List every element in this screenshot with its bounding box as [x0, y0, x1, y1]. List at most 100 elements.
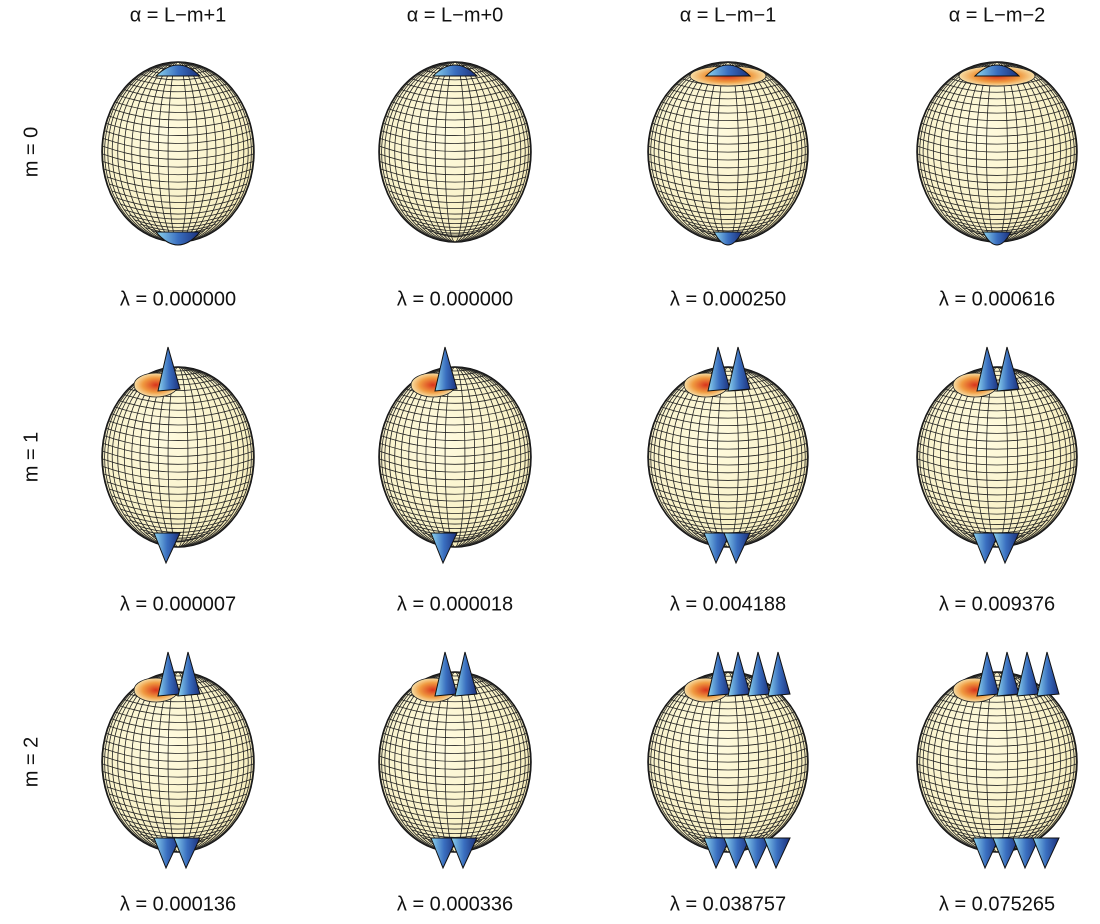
longitude-line	[444, 367, 466, 547]
lobe	[727, 346, 751, 392]
latitude-line	[380, 161, 530, 176]
sphere	[378, 651, 532, 870]
latitude-line	[406, 519, 504, 529]
longitude-line	[381, 62, 529, 242]
latitude-line	[104, 427, 252, 441]
latitude-line	[655, 793, 801, 808]
longitude-line	[671, 62, 785, 242]
column-header: α = L−m+1	[130, 4, 227, 26]
longitude-line	[434, 62, 476, 242]
lobe	[1016, 651, 1040, 697]
latitude-line	[383, 419, 527, 434]
latitude-line	[990, 361, 1004, 362]
longitude-line	[687, 672, 769, 852]
latitude-line	[921, 419, 1073, 434]
longitude-line	[986, 367, 1008, 547]
latitude-line	[389, 100, 521, 113]
latitude-line	[940, 81, 1054, 93]
latitude-line	[401, 209, 509, 220]
latitude-line	[924, 412, 1070, 426]
latitude-line	[676, 824, 780, 835]
latitude-line	[103, 434, 253, 449]
latitude-line	[650, 122, 806, 137]
longitude-line	[986, 62, 1008, 242]
longitude-line	[919, 672, 1075, 852]
longitude-line	[425, 367, 485, 547]
latitude-line	[389, 405, 521, 418]
longitude-line	[384, 672, 526, 852]
eigenvalue-label: λ = 0.000336	[397, 893, 513, 915]
latitude-line	[918, 771, 1076, 786]
latitude-line	[401, 81, 509, 93]
latitude-line	[666, 508, 790, 520]
longitude-line	[104, 367, 252, 547]
lobe	[707, 346, 731, 392]
latitude-line	[935, 813, 1059, 825]
sphere	[101, 651, 255, 870]
latitude-line	[103, 739, 253, 754]
lobe	[743, 837, 771, 870]
longitude-line	[940, 62, 1054, 242]
latitude-line	[662, 197, 794, 210]
latitude-line	[442, 57, 468, 59]
lobe	[157, 346, 181, 392]
latitude-line	[945, 214, 1049, 225]
latitude-line	[115, 807, 241, 819]
longitude-line	[678, 672, 778, 852]
longitude-line	[408, 672, 502, 852]
longitude-line	[927, 367, 1067, 547]
latitude-line	[919, 732, 1075, 747]
latitude-line	[396, 203, 514, 215]
longitude-line	[947, 367, 1047, 547]
latitude-line	[671, 819, 785, 830]
longitude-line	[664, 672, 792, 852]
latitude-line	[917, 442, 1077, 458]
lobe	[763, 837, 791, 870]
latitude-line	[648, 145, 808, 161]
latitude-line	[658, 495, 798, 509]
latitude-line	[380, 739, 530, 754]
latitude-line	[707, 62, 749, 64]
lobe	[976, 346, 1000, 392]
latitude-line	[383, 786, 527, 800]
longitude-line	[917, 367, 1077, 547]
latitude-line	[106, 786, 250, 800]
latitude-line	[649, 466, 807, 481]
eigenvalue-label: λ = 0.038757	[670, 893, 786, 915]
sphere-body	[378, 671, 532, 853]
column-header: α = L−m−1	[680, 4, 777, 26]
latitude-line	[102, 137, 254, 152]
longitude-line	[650, 367, 806, 547]
lobe	[703, 532, 731, 565]
longitude-line	[658, 62, 798, 242]
latitude-line	[658, 190, 798, 204]
latitude-line	[102, 458, 254, 473]
latitude-line	[945, 824, 1049, 835]
latitude-line	[134, 219, 222, 228]
longitude-line	[940, 367, 1054, 547]
latitude-line	[917, 458, 1077, 474]
latitude-line	[924, 717, 1070, 731]
latitude-line	[124, 819, 232, 830]
eigenvalue-label: λ = 0.004188	[670, 593, 786, 615]
longitude-line	[384, 367, 526, 547]
longitude-line	[139, 367, 217, 547]
latitude-line	[919, 427, 1075, 442]
latitude-line	[931, 197, 1063, 210]
latitude-line	[112, 405, 244, 418]
latitude-line	[106, 481, 250, 495]
longitude-line	[379, 672, 531, 852]
latitude-line	[924, 488, 1070, 503]
longitude-line	[107, 62, 249, 242]
polar-cap	[154, 64, 202, 77]
longitude-line	[947, 62, 1047, 242]
latitude-line	[406, 214, 504, 224]
latitude-line	[422, 227, 488, 234]
latitude-line	[924, 107, 1070, 121]
latitude-line	[381, 122, 529, 136]
polar-cap	[431, 64, 479, 77]
latitude-line	[392, 807, 518, 819]
latitude-line	[104, 778, 252, 793]
longitude-line	[671, 672, 785, 852]
longitude-line	[111, 672, 245, 852]
